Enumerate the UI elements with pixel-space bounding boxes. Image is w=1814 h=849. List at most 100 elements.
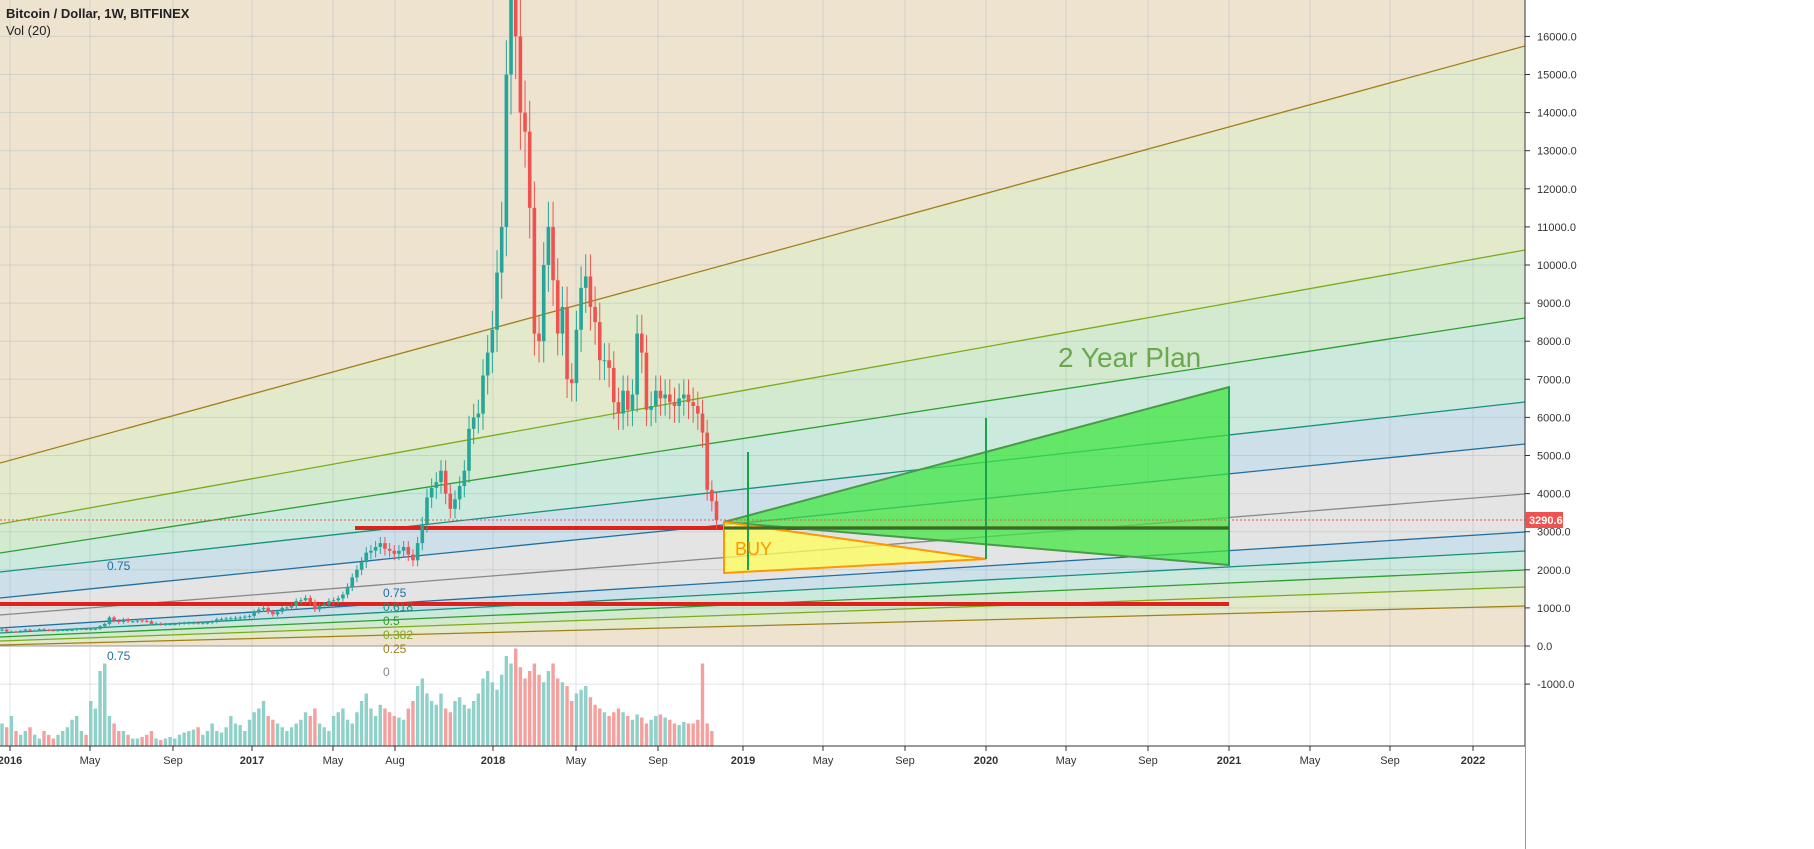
volume-bar [201, 734, 205, 746]
time-tick-label: May [1056, 755, 1077, 767]
price-tick-label: 13000.0 [1537, 146, 1577, 158]
candle-body [714, 501, 719, 521]
volume-bar [607, 716, 611, 746]
volume-bar [308, 716, 312, 746]
volume-bar [4, 727, 9, 746]
candle-body [537, 333, 541, 342]
candle-body [597, 322, 602, 361]
candle-body [107, 617, 112, 624]
volume-bar [537, 674, 541, 746]
candle-body [471, 417, 476, 429]
volume-bar [686, 723, 691, 746]
volume-bar [546, 671, 551, 746]
price-tick-label: 2000.0 [1537, 565, 1571, 577]
candle-body [28, 629, 32, 631]
plan-label: 2 Year Plan [1058, 342, 1201, 373]
candle-body [649, 405, 653, 410]
candle-body [415, 543, 420, 561]
candle-body [280, 607, 284, 612]
volume-bar [579, 689, 583, 746]
candle-body [481, 375, 485, 414]
volume-bar [532, 663, 537, 746]
fib-level-label: 0.618 [383, 600, 413, 614]
price-tick-label: 15000.0 [1537, 70, 1577, 82]
volume-bar [672, 723, 677, 746]
candle-body [168, 624, 172, 626]
volume-bar [341, 708, 345, 746]
volume-bar [224, 727, 228, 746]
candle-body [565, 306, 569, 380]
fib-fan-zone [0, 250, 1525, 553]
volume-bar [117, 731, 121, 746]
candle-body [79, 628, 84, 630]
candle-body [373, 546, 378, 551]
candle-body [289, 605, 294, 608]
candle-body [476, 413, 481, 418]
candle-body [144, 620, 149, 622]
candle-body [509, 0, 513, 75]
candle-body [677, 398, 681, 406]
candle-body [182, 622, 186, 624]
chart-legend: Bitcoin / Dollar, 1W, BITFINEX Vol (20) [6, 6, 189, 40]
candle-body [658, 390, 663, 399]
candle-body [579, 287, 583, 330]
candle-body [60, 629, 65, 631]
fib-fan-zone [0, 587, 1525, 645]
volume-bar [131, 738, 135, 746]
candle-body [527, 131, 532, 208]
candle-body [429, 487, 434, 498]
candle-body [616, 402, 621, 414]
volume-bar [462, 704, 467, 746]
volume-bar [406, 708, 410, 746]
volume-bar [584, 686, 588, 746]
volume-bar [518, 667, 523, 746]
candle-body [485, 352, 490, 376]
last-price-label: 3290.6 [1529, 515, 1563, 527]
volume-bar [434, 704, 439, 746]
volume-bar [397, 717, 401, 746]
candle-body [177, 623, 182, 625]
volume-bar [79, 731, 84, 746]
volume-bar [266, 716, 270, 746]
candle-body [555, 280, 560, 334]
volume-bar [514, 648, 518, 746]
time-tick-label: Sep [895, 755, 915, 767]
volume-bar [345, 719, 350, 746]
volume-bar [364, 693, 368, 746]
candle-body [266, 607, 270, 612]
candle-body [499, 226, 504, 273]
volume-bar [574, 693, 579, 746]
time-tick-label: May [80, 755, 101, 767]
candle-body [224, 618, 228, 620]
volume-bar [612, 712, 616, 746]
candle-body [37, 629, 42, 631]
volume-bar [602, 712, 607, 746]
time-tick-label: 2018 [481, 755, 505, 767]
volume-bar [140, 737, 144, 746]
volume-bar [677, 725, 681, 746]
candle-body [369, 550, 373, 553]
candle-body [233, 617, 238, 619]
price-tick-label: 11000.0 [1537, 222, 1576, 234]
candle-body [457, 485, 462, 500]
candle-body [518, 36, 523, 113]
candle-body [336, 598, 341, 601]
time-tick-label: Sep [1138, 755, 1158, 767]
candle-body [602, 360, 607, 362]
candle-body [490, 329, 495, 353]
time-tick-label: May [566, 755, 587, 767]
volume-indicator-label: Vol (20) [6, 23, 51, 38]
fib-fan-zone [0, 318, 1525, 572]
candle-body [154, 623, 158, 625]
volume-bar [252, 712, 256, 746]
volume-bar [696, 719, 700, 746]
candle-body [644, 352, 649, 410]
fib-fan-line [0, 605, 1526, 646]
time-tick-label: 2017 [240, 755, 264, 767]
candle-body [252, 611, 256, 616]
volume-bar [257, 708, 261, 746]
volume-bar [425, 693, 429, 746]
fib-level-label-left: 0.75 [107, 649, 131, 663]
